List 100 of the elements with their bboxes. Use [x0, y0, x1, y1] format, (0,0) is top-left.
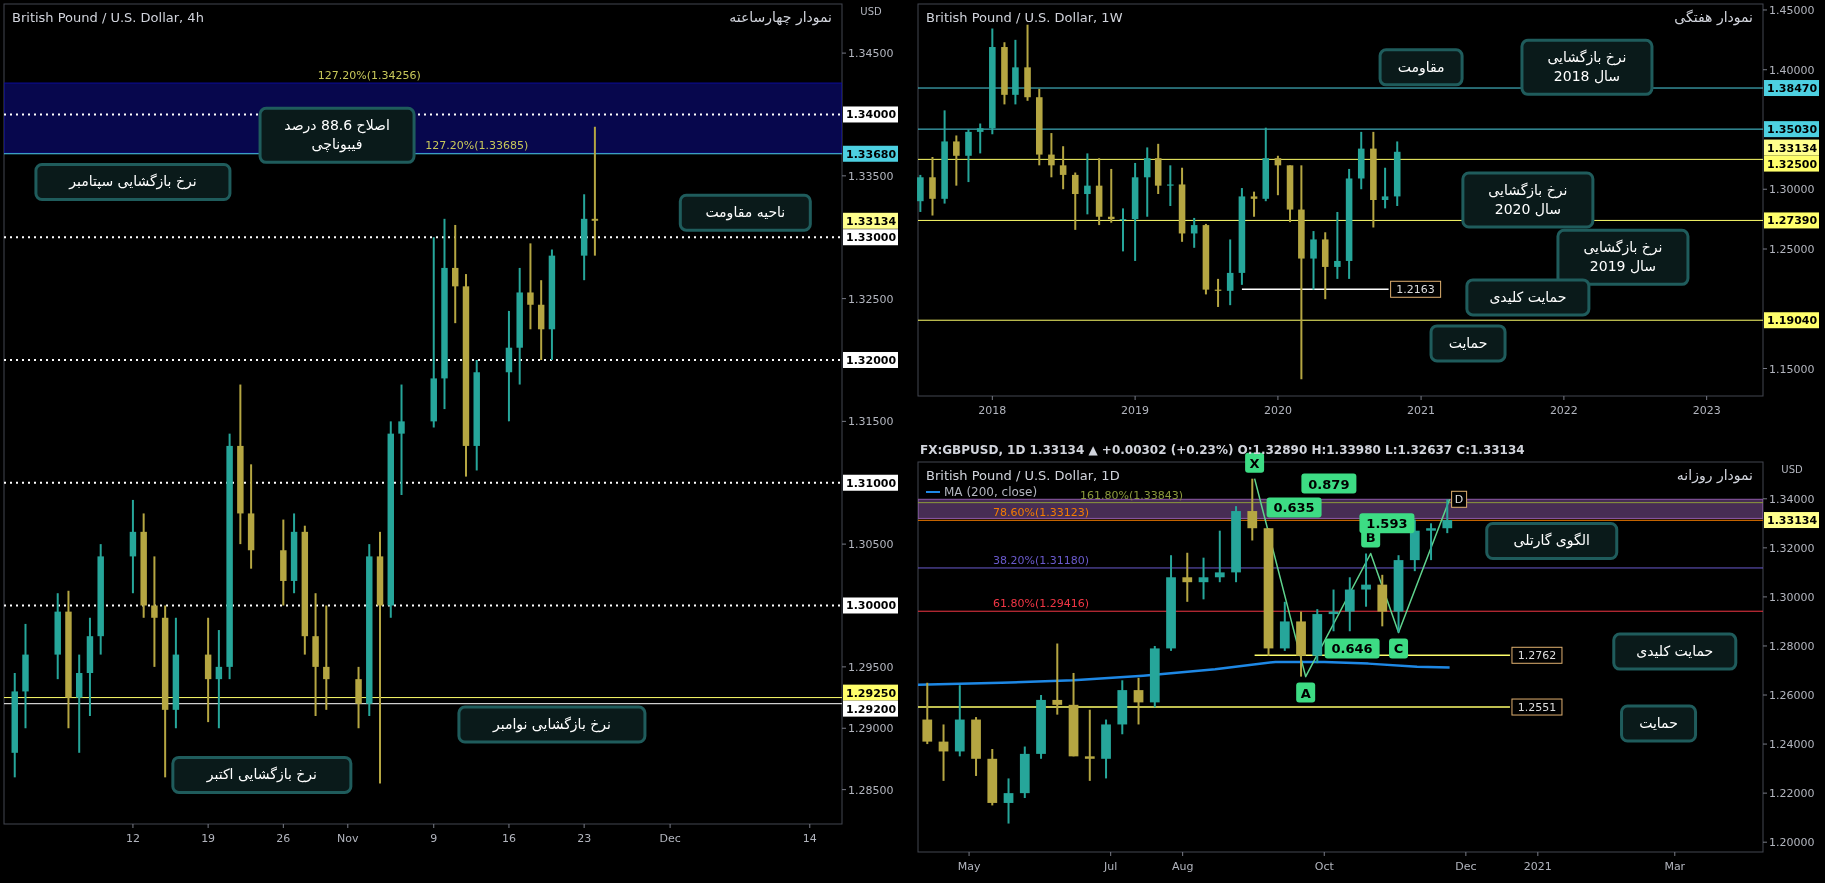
annotation: C — [1393, 641, 1404, 657]
y-tick-label: 1.40000 — [1769, 63, 1815, 77]
legend-label: MA (200, close) — [944, 485, 1038, 499]
annotation: X — [1249, 455, 1260, 471]
candlestick — [591, 125, 599, 257]
ref-line-label: 1.29200 — [846, 702, 897, 716]
candlestick — [323, 604, 330, 711]
annotation: 0.635 — [1273, 500, 1315, 516]
chart-subtitle: نمودار روزانه — [1676, 467, 1753, 484]
annotation: اصلاح 88.6 درصد فیبوناچی — [284, 117, 390, 154]
text: 1.33134 — [1767, 514, 1818, 528]
candlestick — [1247, 477, 1258, 542]
candlestick — [1214, 529, 1225, 584]
ref-line-label: 1.31000 — [846, 476, 897, 490]
candlestick — [922, 681, 933, 746]
y-tick-label: 1.30500 — [848, 538, 894, 552]
candlestick — [976, 122, 984, 155]
candlestick — [1052, 642, 1063, 716]
candlestick — [1084, 708, 1095, 782]
annotation: ناحیه مقاومت — [705, 204, 786, 222]
candlestick — [1198, 556, 1209, 601]
line-series — [918, 660, 1451, 686]
candlestick — [1003, 777, 1014, 825]
candlestick — [1167, 164, 1174, 207]
x-tick-label: 2021 — [1523, 860, 1552, 873]
x-tick-label: Mar — [1664, 860, 1686, 873]
text: 1.33134 — [1767, 141, 1818, 155]
chart-subtitle: نمودار هفتگی — [1674, 9, 1753, 26]
candlestick — [1182, 551, 1193, 603]
y-tick-label: 1.28500 — [848, 783, 894, 797]
annotation: حمایت کلیدی — [1489, 288, 1567, 305]
x-tick-label: Jul — [1103, 860, 1118, 873]
annotation: نرخ بازگشایی سال 2020 — [1488, 182, 1568, 217]
annotation: B — [1365, 530, 1376, 546]
ref-line-label: 1.33680 — [846, 147, 897, 161]
y-tick-label: 1.30000 — [1769, 183, 1815, 197]
y-axis-title: USD — [860, 6, 882, 17]
text: British Pound / U.S. Dollar, 4h — [12, 10, 204, 25]
x-tick-label: Aug — [1171, 860, 1194, 873]
text: FX:GBPUSD, 1D 1.33134 ▲ +0.00302 (+0.23%) O:1.32890 H:1.33980 L:1.32637 C:1.33134 — [920, 443, 1525, 457]
y-tick-label: 1.45000 — [1769, 3, 1815, 17]
annotation: حمایت — [1639, 714, 1678, 731]
y-tick-label: 1.15000 — [1769, 362, 1815, 376]
candlestick — [1143, 146, 1151, 218]
candlestick — [1426, 522, 1436, 562]
candlestick — [1381, 166, 1389, 210]
annotation: 1.2762 — [1517, 649, 1557, 663]
annotation: مقاومت — [1397, 58, 1445, 76]
x-tick-label: 9 — [430, 832, 438, 845]
annotation: D — [1454, 493, 1464, 507]
y-tick-label: 1.34500 — [848, 47, 894, 61]
annotation: 1.2551 — [1517, 701, 1557, 715]
x-tick-label: 2020 — [1263, 404, 1292, 417]
annotation: الگوی گارتلی — [1513, 532, 1590, 550]
candlestick — [929, 155, 936, 217]
annotation: 1.2163 — [1396, 283, 1435, 297]
annotation: A — [1300, 685, 1311, 701]
x-tick-label: Dec — [659, 832, 681, 845]
candlestick — [452, 223, 459, 325]
annotation: نرخ بازگشایی سپتامبر — [68, 173, 197, 191]
y-tick-label: 1.25000 — [1769, 243, 1815, 256]
y-tick-label: 1.26000 — [1769, 689, 1815, 703]
candlestick — [215, 629, 223, 730]
y-tick-label: 1.32500 — [848, 292, 894, 306]
ref-line-label: 1.38470 — [1767, 82, 1818, 96]
y-tick-label: 1.32000 — [1769, 541, 1815, 555]
ref-line-label: 1.35030 — [1767, 123, 1818, 137]
x-tick-label: 19 — [201, 832, 216, 845]
candlestick — [151, 555, 158, 668]
y-tick-label: 1.24000 — [1769, 738, 1815, 752]
candlestick — [1071, 171, 1079, 231]
candlestick — [1226, 238, 1234, 307]
ref-line-label: 1.19040 — [1767, 314, 1818, 328]
y-tick-label: 1.29000 — [848, 722, 894, 736]
ref-line-label: 1.33000 — [846, 231, 897, 245]
x-tick-label: 23 — [577, 832, 592, 845]
candlestick — [398, 383, 405, 497]
annotation: نرخ بازگشایی نوامبر — [491, 716, 611, 734]
y-tick-label: 1.34000 — [1769, 492, 1815, 506]
annotation: حمایت — [1448, 334, 1488, 351]
text: British Pound / U.S. Dollar, 1W — [926, 10, 1123, 25]
x-tick-label: 14 — [802, 832, 817, 845]
x-tick-label: Oct — [1314, 860, 1335, 873]
y-axis-title: USD — [1781, 464, 1803, 475]
candlestick — [965, 128, 972, 184]
y-tick-label: 1.30000 — [1769, 590, 1815, 604]
annotation: حمایت کلیدی — [1636, 643, 1714, 660]
candlestick — [1084, 152, 1091, 216]
candlestick — [1344, 576, 1355, 633]
text: British Pound / U.S. Dollar, 1D — [926, 468, 1120, 483]
chart-subtitle: نمودار چهارساعته — [729, 9, 832, 26]
y-tick-label: 1.31500 — [848, 415, 894, 429]
text: 1.33134 — [846, 214, 897, 228]
candlestick — [1310, 230, 1317, 291]
candlestick — [1361, 552, 1371, 608]
x-tick-label: 2018 — [978, 404, 1007, 417]
annotation: 61.80%(1.29416) — [993, 597, 1090, 611]
x-tick-label: 26 — [276, 832, 291, 845]
annotation: 0.646 — [1331, 641, 1373, 657]
x-tick-label: Nov — [337, 832, 360, 845]
